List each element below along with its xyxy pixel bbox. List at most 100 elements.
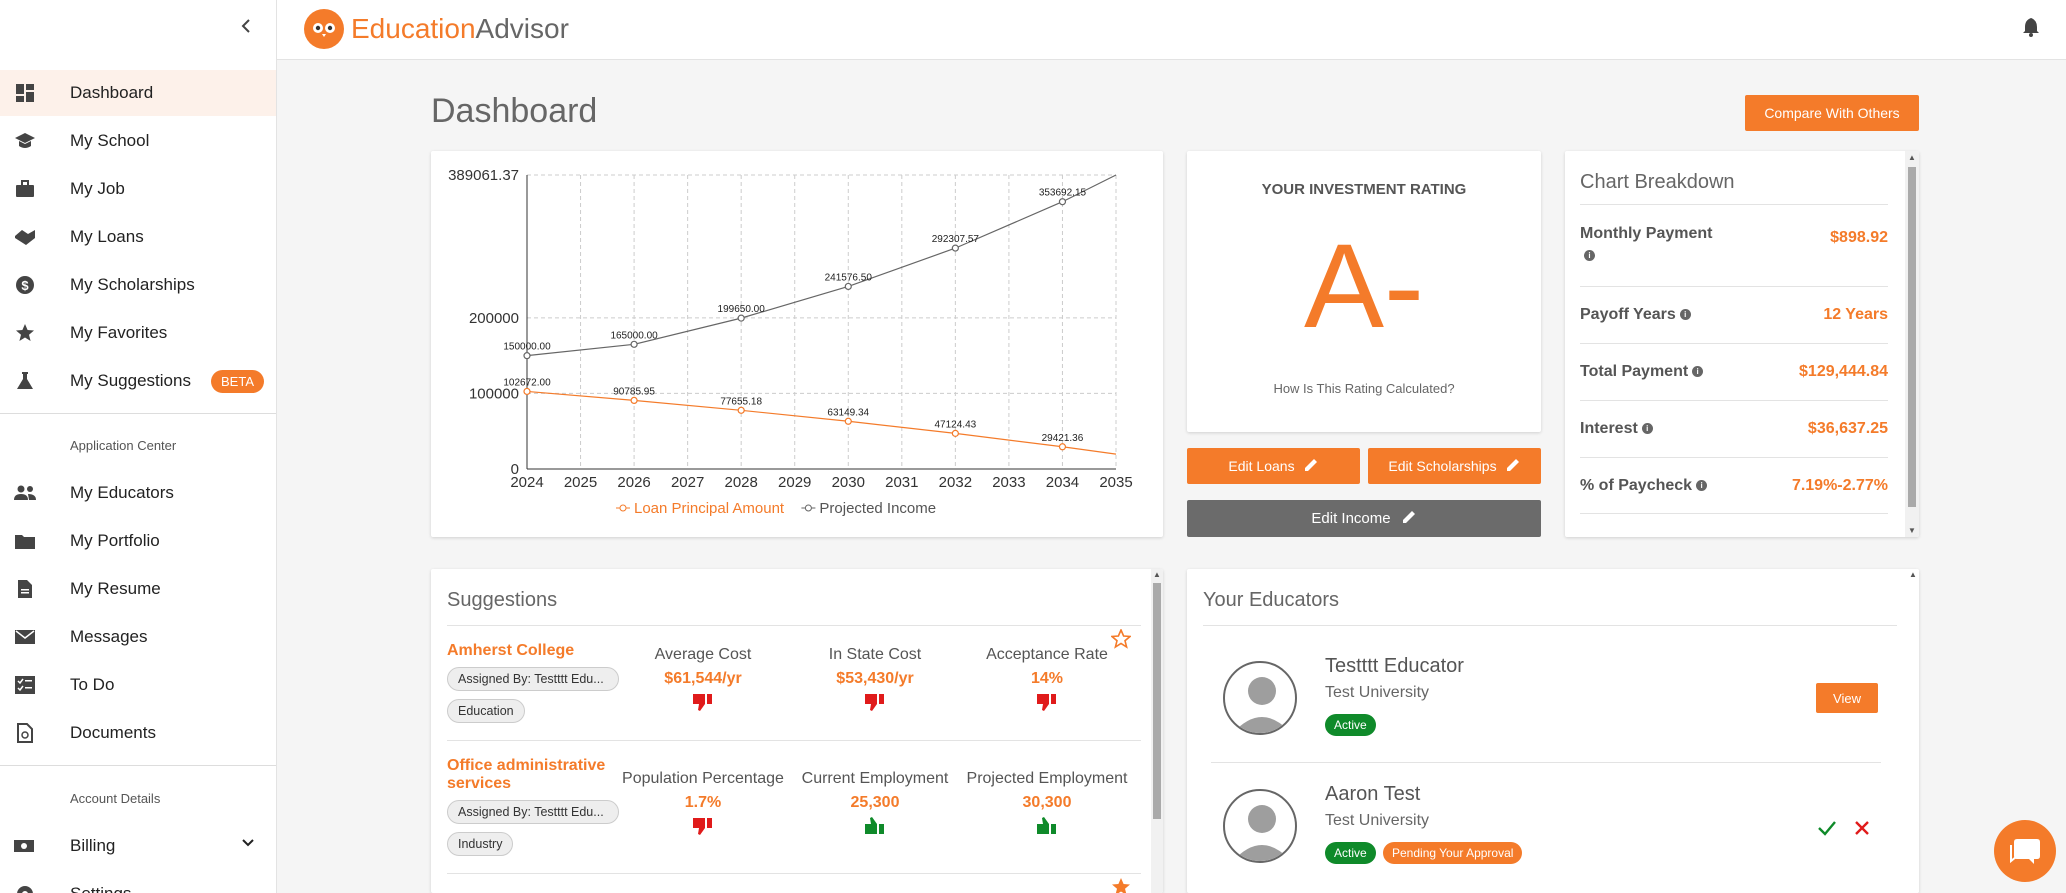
dashboard-icon: [14, 82, 36, 104]
application-center-title: Application Center: [70, 438, 177, 453]
legend-label: Projected Income: [819, 500, 936, 517]
favorite-star-outline-icon[interactable]: [1109, 627, 1133, 654]
breakdown-label: Total Payment i: [1580, 363, 1704, 381]
suggestion-metric: Projected Employment 30,300: [962, 770, 1132, 838]
x-tick-label: 2029: [778, 474, 811, 491]
educators-scrollbar[interactable]: ▲: [1907, 569, 1919, 893]
data-point: [523, 387, 531, 396]
edit-loans-button[interactable]: Edit Loans: [1187, 448, 1360, 484]
sidebar-item-label: To Do: [70, 675, 115, 694]
sidebar-item-billing[interactable]: Billing: [0, 823, 276, 869]
sidebar-item-settings[interactable]: Settings: [0, 871, 276, 893]
favorite-star-filled-icon[interactable]: [1111, 877, 1131, 893]
loan-income-chart-card: 0 100000 200000 389061.37 2024 2025 2026 2027 20…: [431, 151, 1163, 537]
x-tick-label: 2031: [885, 474, 918, 491]
billing-icon: [14, 835, 36, 857]
svg-text:$: $: [21, 278, 29, 293]
breakdown-row-paycheck: % of Paycheck i 7.19%-2.77%: [1580, 457, 1888, 514]
briefcase-icon: [14, 178, 36, 200]
breakdown-label: % of Paycheck i: [1580, 477, 1708, 495]
chevron-down-icon[interactable]: [240, 835, 256, 856]
card-divider: [447, 625, 1141, 626]
thumbs-down-icon: [962, 692, 1132, 714]
sidebar-item-my-educators[interactable]: My Educators: [0, 470, 276, 516]
suggestion-metric: Average Cost $61,544/yr: [618, 646, 788, 714]
data-point: [1058, 198, 1067, 206]
x-tick-label: 2028: [724, 474, 757, 491]
data-label: 165000.00: [610, 330, 658, 341]
sidebar-item-my-favorites[interactable]: My Favorites: [0, 310, 276, 356]
sidebar-item-my-resume[interactable]: My Resume: [0, 566, 276, 612]
data-point: [951, 244, 959, 252]
account-details-title: Account Details: [70, 791, 161, 806]
sidebar-item-documents[interactable]: Documents: [0, 710, 276, 756]
sidebar-item-my-scholarships[interactable]: $ My Scholarships: [0, 262, 276, 308]
data-point: [844, 282, 852, 291]
sidebar-item-label: My Job: [70, 179, 125, 198]
suggestion-name[interactable]: Amherst College: [447, 642, 575, 659]
sidebar-item-my-job[interactable]: My Job: [0, 166, 276, 212]
suggestions-scrollbar[interactable]: ▲: [1151, 569, 1163, 893]
top-bar: EducationAdvisor: [277, 0, 2066, 60]
app-title: EducationAdvisor: [351, 13, 569, 44]
pending-approval-badge: Pending Your Approval: [1383, 842, 1523, 864]
suggestion-metric: Population Percentage 1.7%: [618, 770, 788, 838]
legend-label: Loan Principal Amount: [634, 500, 785, 517]
sidebar-item-messages[interactable]: Messages: [0, 614, 276, 660]
data-label: 29421.36: [1042, 433, 1084, 444]
edit-income-button[interactable]: Edit Income: [1187, 500, 1541, 537]
card-divider: [1211, 762, 1881, 763]
series-line: [526, 390, 1117, 455]
investment-rating-card: YOUR INVESTMENT RATING A- How Is This Ra…: [1187, 151, 1541, 432]
sidebar-item-dashboard[interactable]: Dashboard: [0, 70, 276, 116]
info-icon[interactable]: i: [1696, 480, 1708, 492]
suggestion-name[interactable]: Office administrative services: [447, 757, 606, 792]
suggestion-metric: Acceptance Rate 14%: [962, 646, 1132, 714]
notification-bell-icon[interactable]: [2022, 17, 2040, 42]
loan-income-chart: 0 100000 200000 389061.37 2024 2025 2026 2027 20…: [448, 167, 1133, 517]
x-tick-label: 2025: [564, 474, 597, 491]
rating-grade: A-: [1304, 219, 1424, 353]
breakdown-value: $129,444.84: [1799, 363, 1888, 380]
breakdown-scrollbar[interactable]: ▲ ▼: [1905, 151, 1919, 537]
sidebar-item-my-portfolio[interactable]: My Portfolio: [0, 518, 276, 564]
school-icon: [14, 130, 36, 152]
sidebar-item-to-do[interactable]: To Do: [0, 662, 276, 708]
sidebar-item-my-suggestions[interactable]: My Suggestions BETA: [0, 358, 276, 404]
data-label: 292307.57: [932, 234, 980, 245]
info-icon[interactable]: i: [1641, 423, 1653, 435]
x-tick-label: 2024: [510, 474, 543, 491]
breakdown-label: Payoff Years i: [1580, 306, 1691, 324]
card-divider: [447, 740, 1141, 741]
legend-marker: [619, 504, 627, 512]
compare-with-others-button[interactable]: Compare With Others: [1745, 95, 1919, 131]
data-point: [630, 396, 638, 404]
view-educator-button[interactable]: View: [1816, 683, 1878, 713]
info-icon[interactable]: i: [1692, 366, 1704, 378]
data-label: 90785.95: [613, 386, 655, 397]
sidebar-item-my-school[interactable]: My School: [0, 118, 276, 164]
breakdown-row-payoff-years: Payoff Years i 12 Years: [1580, 286, 1888, 343]
people-icon: [14, 482, 36, 504]
info-icon[interactable]: i: [1679, 309, 1691, 321]
series-line: [526, 174, 1117, 357]
y-tick-label: 389061.37: [448, 167, 519, 184]
info-icon[interactable]: i: [1584, 250, 1595, 262]
app-logo[interactable]: EducationAdvisor: [303, 8, 569, 50]
collapse-sidebar-icon[interactable]: [240, 16, 260, 40]
chat-button[interactable]: [1994, 820, 2056, 882]
checklist-icon: [14, 674, 36, 696]
sidebar-item-label: My Suggestions: [70, 371, 191, 390]
sidebar-item-label: My School: [70, 131, 150, 150]
data-label: 150000.00: [503, 342, 551, 353]
rating-explanation-link[interactable]: How Is This Rating Calculated?: [1273, 381, 1455, 396]
x-tick-label: 2033: [992, 474, 1025, 491]
sidebar-item-my-loans[interactable]: My Loans: [0, 214, 276, 260]
data-label: 353692.15: [1039, 188, 1087, 199]
reject-close-icon[interactable]: [1853, 819, 1871, 842]
file-clip-icon: [14, 722, 36, 744]
approve-check-icon[interactable]: [1817, 819, 1837, 842]
edit-scholarships-button[interactable]: Edit Scholarships: [1368, 448, 1541, 484]
data-label: 241576.50: [825, 272, 873, 283]
mail-icon: [14, 626, 36, 648]
